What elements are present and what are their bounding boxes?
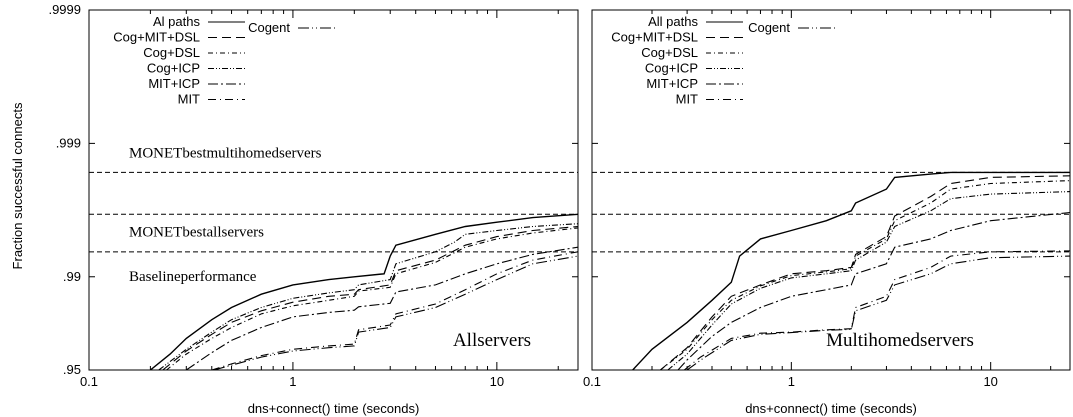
y-tick-label: .95 — [63, 362, 81, 377]
legend-label: Cogent — [748, 20, 790, 35]
panel-label: Allservers — [453, 330, 531, 351]
series-line — [149, 213, 578, 370]
legend-label: Cog+DSL — [143, 45, 200, 60]
x-tick-label: 10 — [983, 374, 997, 389]
series-line — [632, 171, 1070, 370]
x-tick-label: 10 — [490, 374, 504, 389]
x-axis-label: dns+connect() time (seconds) — [745, 401, 917, 416]
x-tick-label: 1 — [788, 374, 795, 389]
plot-frame — [88, 9, 579, 371]
series-line — [683, 250, 1070, 370]
legend-label: MIT+ICP — [148, 76, 200, 91]
legend-label: Cog+ICP — [147, 61, 200, 76]
x-tick-label: 0.1 — [80, 374, 98, 389]
annotation-label: MONETbestallservers — [129, 224, 264, 240]
legend-label: Cog+MIT+DSL — [611, 30, 698, 45]
panel-label: Multihomedservers — [826, 330, 974, 351]
series-line — [659, 180, 1070, 370]
y-tick-label: .99 — [63, 269, 81, 284]
x-axis-label: dns+connect() time (seconds) — [248, 401, 420, 416]
series-line — [213, 255, 578, 370]
y-tick-label: .9999 — [48, 2, 81, 17]
x-tick-label: 0.1 — [583, 374, 601, 389]
series-line — [659, 175, 1070, 370]
legend-label: MIT — [676, 92, 698, 107]
legend-label: MIT — [178, 92, 200, 107]
y-axis-label: Fraction successful connects — [10, 102, 25, 269]
legend-label: Al paths — [153, 14, 200, 29]
chart-panel-2: 0.1 1 10 dns+connect() time (seconds) All pa… — [583, 9, 1071, 416]
y-tick-label: .999 — [56, 135, 81, 150]
series-line — [677, 211, 1070, 370]
legend-label: Cog+DSL — [641, 45, 698, 60]
plot-frame — [591, 9, 1071, 371]
series-line — [667, 191, 1070, 370]
annotation-label: Baselineperformance — [129, 269, 257, 285]
series-line — [211, 251, 578, 370]
chart-panel-1: .95 .99 .999 .9999 0.1 1 10 dns+connect() time … — [48, 2, 579, 416]
legend-label: MIT+ICP — [646, 76, 698, 91]
series-line — [686, 255, 1070, 370]
series-line — [166, 227, 578, 370]
annotation-label: MONETbestmultihomedservers — [129, 145, 322, 161]
x-tick-label: 1 — [289, 374, 296, 389]
series-line — [162, 225, 578, 370]
legend-label: Cog+ICP — [645, 61, 698, 76]
series-line — [185, 246, 578, 370]
legend-label: Cog+MIT+DSL — [113, 30, 200, 45]
legend-label: All paths — [648, 14, 698, 29]
legend-label: Cogent — [248, 20, 290, 35]
